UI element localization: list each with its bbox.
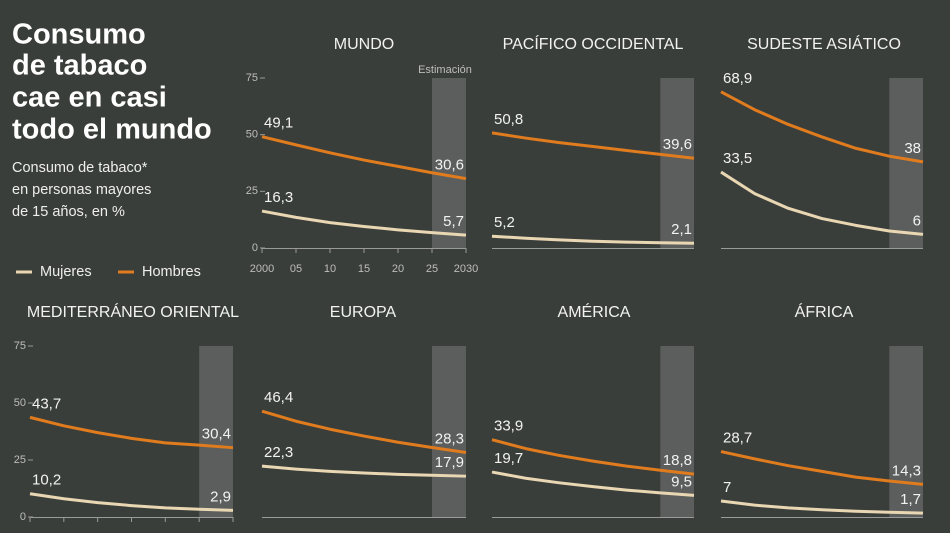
value-label: 18,8 — [663, 452, 692, 469]
series-line — [491, 470, 695, 497]
value-label: 39,6 — [663, 136, 692, 153]
value-label: 10,2 — [32, 472, 61, 489]
value-label: 33,9 — [494, 418, 523, 435]
y-tick-label: 50 — [14, 397, 26, 409]
series-line — [720, 499, 924, 515]
series-line — [261, 409, 467, 454]
panel-title: MUNDO — [334, 36, 394, 53]
title-line: cae en casi — [12, 82, 167, 114]
value-label: 16,3 — [264, 189, 293, 206]
series-line — [261, 209, 467, 237]
x-tick-label: 25 — [193, 532, 205, 533]
y-tick-label: 75 — [14, 340, 26, 352]
legend-label: Mujeres — [40, 264, 92, 280]
value-label: 43,7 — [32, 395, 61, 412]
series-line — [261, 464, 467, 478]
series-line — [491, 234, 695, 245]
value-label: 30,6 — [435, 157, 464, 174]
y-tick-label: 25 — [14, 454, 26, 466]
series-line — [720, 450, 924, 486]
value-label: 5,2 — [494, 214, 515, 231]
value-label: 5,7 — [443, 213, 464, 230]
value-label: 30,4 — [202, 426, 231, 443]
series-line — [29, 492, 234, 512]
title-line: Consumo — [12, 19, 146, 51]
x-tick-label: 2030 — [221, 532, 245, 533]
x-tick-label: 10 — [324, 263, 336, 275]
legend-label: Hombres — [142, 264, 201, 280]
value-label: 6 — [913, 212, 921, 229]
series-line — [491, 131, 695, 160]
y-tick-label: 0 — [20, 511, 26, 523]
panel-title: MEDITERRÁNEO ORIENTAL — [27, 302, 239, 321]
panel-title: AMÉRICA — [558, 302, 631, 321]
title-line: de tabaco — [12, 50, 147, 82]
y-tick-label: 75 — [246, 72, 258, 84]
x-tick-label: 2000 — [250, 263, 274, 275]
x-tick-label: 20 — [392, 263, 404, 275]
estimate-band — [889, 346, 923, 517]
value-label: 9,5 — [671, 473, 692, 490]
series-line — [720, 90, 924, 164]
value-label: 17,9 — [435, 454, 464, 471]
value-label: 7 — [723, 479, 731, 496]
value-label: 38 — [904, 140, 921, 157]
panel-title: EUROPA — [330, 304, 397, 321]
series-line — [261, 135, 467, 181]
x-tick-label: 2030 — [454, 263, 478, 275]
title-line: todo el mundo — [12, 114, 212, 146]
value-label: 22,3 — [264, 444, 293, 461]
panel-title: SUDESTE ASIÁTICO — [747, 34, 901, 53]
value-label: 68,9 — [723, 70, 752, 87]
value-label: 28,3 — [435, 430, 464, 447]
x-tick-label: 05 — [58, 532, 70, 533]
value-label: 2,9 — [210, 488, 231, 505]
series-line — [29, 415, 234, 450]
y-tick-label: 0 — [252, 242, 258, 254]
estimate-band — [660, 346, 694, 517]
y-tick-label: 25 — [246, 185, 258, 197]
subtitle-line: Consumo de tabaco* — [12, 160, 148, 176]
y-tick-label: 50 — [246, 129, 258, 141]
subtitle-line: de 15 años, en % — [12, 204, 125, 220]
value-label: 19,7 — [494, 450, 523, 467]
estimate-band — [432, 78, 466, 248]
estimate-band — [889, 78, 923, 248]
value-label: 33,5 — [723, 150, 752, 167]
x-tick-label: 15 — [125, 532, 137, 533]
x-tick-label: 25 — [426, 263, 438, 275]
value-label: 50,8 — [494, 111, 523, 128]
x-tick-label: 2000 — [18, 532, 42, 533]
x-tick-label: 15 — [358, 263, 370, 275]
value-label: 28,7 — [723, 430, 752, 447]
panel-title: PACÍFICO OCCIDENTAL — [503, 34, 684, 53]
series-line — [491, 438, 695, 476]
estimate-band — [432, 346, 466, 517]
x-tick-label: 20 — [159, 532, 171, 533]
value-label: 46,4 — [264, 389, 293, 406]
subtitle-line: en personas mayores — [12, 182, 151, 198]
series-line — [720, 170, 924, 236]
annotation: Estimación — [418, 64, 472, 76]
value-label: 2,1 — [671, 221, 692, 238]
estimate-band — [199, 346, 233, 517]
value-label: 14,3 — [892, 462, 921, 479]
value-label: 49,1 — [264, 115, 293, 132]
estimate-band — [660, 78, 694, 248]
value-label: 1,7 — [900, 491, 921, 508]
panel-title: ÁFRICA — [795, 302, 854, 321]
x-tick-label: 10 — [92, 532, 104, 533]
x-tick-label: 05 — [290, 263, 302, 275]
